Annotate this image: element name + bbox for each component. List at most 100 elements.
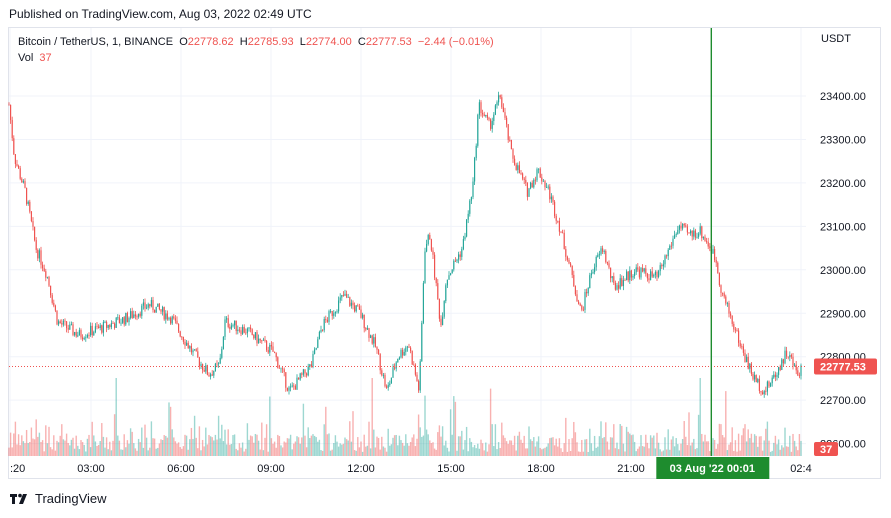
candle-body: [717, 262, 719, 274]
candle-body: [117, 317, 119, 319]
volume-bar: [505, 441, 508, 456]
volume-bar: [77, 445, 79, 456]
candle-body: [78, 330, 80, 336]
candle-body: [650, 271, 652, 281]
candle-body: [296, 377, 298, 390]
candle-body: [515, 164, 517, 170]
volume-bar: [67, 442, 69, 456]
candle-body: [99, 325, 101, 329]
volume-bar: [272, 443, 274, 456]
candle-body: [19, 168, 21, 179]
last-price-badge: [814, 358, 877, 375]
candle-body: [389, 383, 391, 385]
candle-body: [688, 232, 690, 234]
candle-body: [587, 287, 589, 294]
candle-body: [290, 386, 292, 388]
candle-body: [216, 363, 218, 365]
candle-body: [654, 272, 656, 275]
candle-body: [195, 349, 197, 352]
volume-bar: [552, 437, 554, 456]
volume-bar: [451, 434, 453, 456]
high-value: 22785.93: [247, 36, 294, 48]
volume-bar: [142, 447, 145, 456]
tradingview-footer[interactable]: TradingView: [10, 491, 107, 506]
volume-bar: [701, 433, 703, 456]
chart-pane[interactable]: [8, 27, 881, 479]
volume-bar: [488, 444, 490, 456]
candle-body: [34, 226, 36, 241]
candle-body: [94, 326, 96, 333]
volume-bar: [734, 440, 737, 456]
volume-bar: [453, 396, 455, 456]
candle-body: [552, 196, 554, 202]
candle-body: [450, 273, 452, 276]
candle-body: [130, 311, 132, 318]
candle-body: [280, 368, 282, 370]
volume-bar: [430, 443, 433, 456]
volume-bar: [347, 440, 349, 456]
candle-body: [627, 271, 629, 281]
volume-bar: [283, 441, 285, 456]
volume-bar: [57, 442, 60, 456]
time-tick-label: 18:00: [527, 463, 555, 475]
candle-body: [256, 332, 258, 344]
price-axis[interactable]: 23400.00 23300.00 23200.00 23100.00 23000.00…: [814, 91, 877, 456]
candle-body: [718, 273, 720, 286]
time-axis[interactable]: :20 03:00 06:00 09:00 12:00 15:00 18:00 21:00 02…: [10, 457, 812, 479]
volume-bar: [424, 395, 426, 456]
volume-bar: [305, 447, 308, 456]
candle-body: [138, 313, 140, 317]
candle-body: [355, 305, 357, 312]
volume-bar: [637, 448, 639, 456]
volume-bar: [713, 439, 716, 456]
volume-bar: [557, 446, 559, 456]
candle-body: [26, 187, 28, 204]
volume-bar: [696, 448, 698, 456]
volume-bar: [518, 431, 521, 456]
candle-body: [429, 235, 431, 240]
volume-bar: [291, 449, 293, 456]
candle-body: [538, 168, 540, 170]
volume-bar: [323, 424, 325, 456]
time-tick-label: 21:00: [617, 463, 645, 475]
candle-body: [131, 311, 133, 318]
volume-bar: [456, 450, 458, 456]
candle-body: [678, 225, 680, 230]
candle-body: [586, 292, 588, 294]
candle-body: [747, 356, 749, 369]
volume-bar: [121, 449, 124, 456]
volume-bar: [219, 438, 221, 456]
price-tick-label: 23100.00: [820, 221, 866, 233]
symbol-name[interactable]: Bitcoin / TetherUS, 1, BINANCE: [18, 36, 174, 48]
volume-bar: [653, 435, 655, 456]
candle-body: [368, 328, 370, 338]
candle-body: [680, 225, 682, 229]
candle-body: [656, 272, 658, 277]
candle-body: [510, 140, 512, 150]
candle-body: [702, 236, 704, 239]
volume-bar: [237, 450, 239, 456]
candle-body: [755, 375, 757, 383]
candle-body: [176, 320, 178, 324]
volume-label[interactable]: Vol: [18, 52, 34, 64]
candle-body: [474, 157, 476, 182]
candle-body: [677, 229, 679, 235]
volume-bar: [606, 441, 609, 456]
candle-body: [64, 320, 66, 322]
close-label: C: [357, 36, 366, 48]
volume-bar: [123, 434, 125, 456]
candle-body: [202, 364, 204, 370]
candle-body: [54, 305, 56, 311]
candle-body: [210, 374, 212, 377]
candle-body: [24, 181, 26, 188]
volume-bar: [393, 435, 396, 456]
candle-body: [230, 325, 232, 329]
volume-bar: [419, 427, 421, 456]
volume-bar: [14, 421, 17, 456]
candle-body: [29, 201, 31, 212]
candle-body: [342, 294, 344, 296]
candle-body: [659, 265, 661, 272]
price-tick-label: 22900.00: [820, 308, 866, 320]
candle-body: [448, 275, 450, 280]
